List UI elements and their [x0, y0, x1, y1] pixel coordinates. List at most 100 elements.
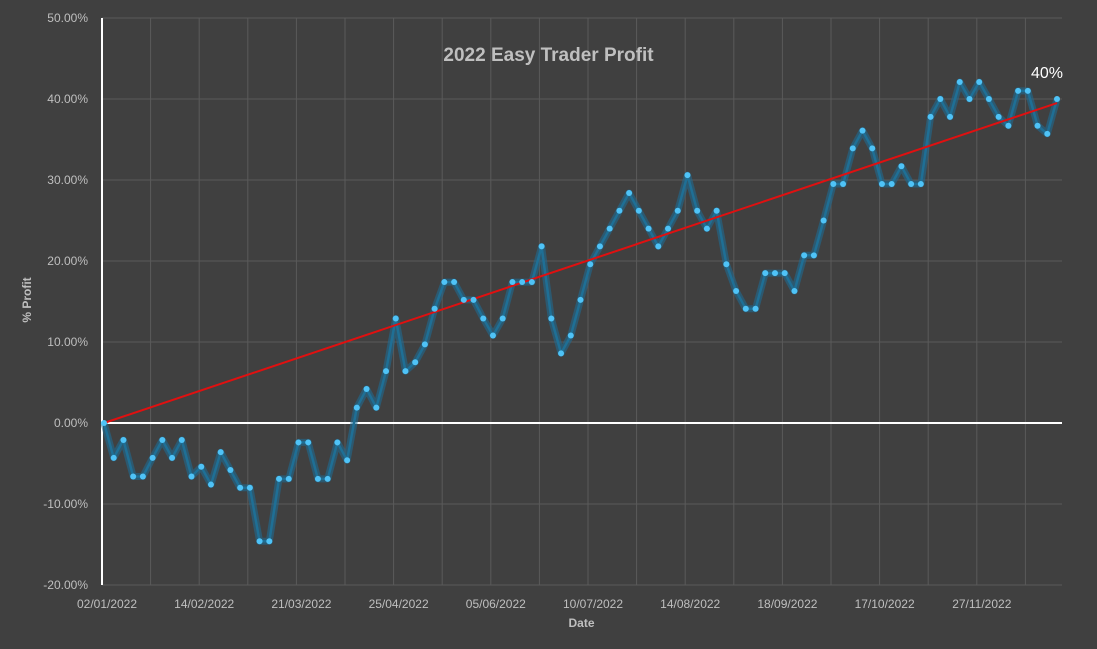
data-point — [635, 207, 642, 214]
data-point — [334, 439, 341, 446]
y-tick-label: 20.00% — [47, 254, 88, 268]
data-point — [120, 437, 127, 444]
data-point — [898, 163, 905, 170]
data-point — [139, 473, 146, 480]
data-point — [499, 315, 506, 322]
data-point — [237, 484, 244, 491]
data-point — [908, 181, 915, 188]
data-point — [1015, 87, 1022, 94]
data-point — [917, 181, 924, 188]
data-point — [859, 127, 866, 134]
data-point — [305, 439, 312, 446]
data-point — [723, 261, 730, 268]
data-point — [927, 113, 934, 120]
data-point — [752, 305, 759, 312]
data-point — [596, 243, 603, 250]
data-point — [198, 463, 205, 470]
data-point — [694, 207, 701, 214]
data-point — [849, 145, 856, 152]
data-point — [801, 252, 808, 259]
data-point — [188, 473, 195, 480]
data-point — [295, 439, 302, 446]
data-point — [713, 207, 720, 214]
data-point — [441, 279, 448, 286]
data-point — [392, 315, 399, 322]
data-point — [528, 279, 535, 286]
data-point — [966, 96, 973, 102]
x-tick-label: 21/03/2022 — [271, 597, 331, 611]
data-point — [460, 296, 467, 303]
data-point — [577, 296, 584, 303]
data-point — [869, 145, 876, 152]
data-point — [101, 420, 107, 426]
data-point — [246, 484, 253, 491]
data-point — [995, 113, 1002, 120]
data-point — [587, 261, 594, 268]
data-point — [548, 315, 555, 322]
data-point — [373, 404, 380, 411]
data-point — [519, 279, 526, 286]
data-point — [344, 457, 351, 464]
x-tick-label: 02/01/2022 — [77, 597, 137, 611]
data-point — [1034, 122, 1041, 129]
data-point — [207, 481, 214, 488]
data-point — [451, 279, 458, 286]
data-point — [169, 454, 176, 461]
data-point — [616, 207, 623, 214]
y-tick-label: -20.00% — [43, 578, 88, 592]
data-point — [412, 359, 419, 366]
data-point — [645, 225, 652, 232]
data-point — [956, 78, 963, 85]
data-point — [217, 449, 224, 456]
x-axis-label: Date — [568, 616, 595, 630]
profit-points — [101, 78, 1060, 545]
data-point — [567, 332, 574, 339]
y-axis-ticks: 50.00% 40.00% 30.00% 20.00% 10.00% 0.00% -10.0… — [43, 11, 88, 592]
x-axis-ticks: 02/01/2022 14/02/2022 21/03/2022 25/04/2022… — [77, 597, 1012, 611]
data-point — [840, 181, 847, 188]
y-tick-label: -10.00% — [43, 497, 88, 511]
data-point — [538, 243, 545, 250]
data-point — [665, 225, 672, 232]
x-tick-label: 17/10/2022 — [855, 597, 915, 611]
data-point — [655, 243, 662, 250]
data-point — [276, 475, 283, 482]
chart-title: 2022 Easy Trader Profit — [443, 45, 654, 66]
x-tick-label: 05/06/2022 — [466, 597, 526, 611]
y-tick-label: 0.00% — [54, 416, 88, 430]
data-point — [1044, 130, 1051, 137]
end-value-label: 40% — [1031, 65, 1064, 82]
x-tick-label: 18/09/2022 — [757, 597, 817, 611]
data-point — [480, 315, 487, 322]
data-point — [888, 181, 895, 188]
data-point — [947, 113, 954, 120]
data-point — [762, 270, 769, 277]
data-point — [149, 454, 156, 461]
data-point — [159, 437, 166, 444]
x-tick-label: 14/02/2022 — [174, 597, 234, 611]
data-point — [830, 181, 837, 188]
data-point — [937, 96, 944, 102]
trendline — [103, 102, 1058, 424]
data-point — [810, 252, 817, 259]
data-point — [1024, 87, 1031, 94]
data-point — [976, 78, 983, 85]
data-point — [110, 454, 117, 461]
data-point — [266, 538, 273, 545]
data-point — [470, 296, 477, 303]
data-point — [1005, 122, 1012, 129]
data-point — [820, 217, 827, 224]
y-tick-label: 50.00% — [47, 11, 88, 25]
data-point — [781, 270, 788, 277]
data-point — [353, 404, 360, 411]
data-point — [733, 287, 740, 294]
y-tick-label: 10.00% — [47, 335, 88, 349]
data-point — [383, 368, 390, 375]
data-point — [771, 270, 778, 277]
data-point — [178, 437, 185, 444]
data-point — [402, 368, 409, 375]
data-point — [256, 538, 263, 545]
data-point — [314, 475, 321, 482]
x-tick-label: 14/08/2022 — [660, 597, 720, 611]
